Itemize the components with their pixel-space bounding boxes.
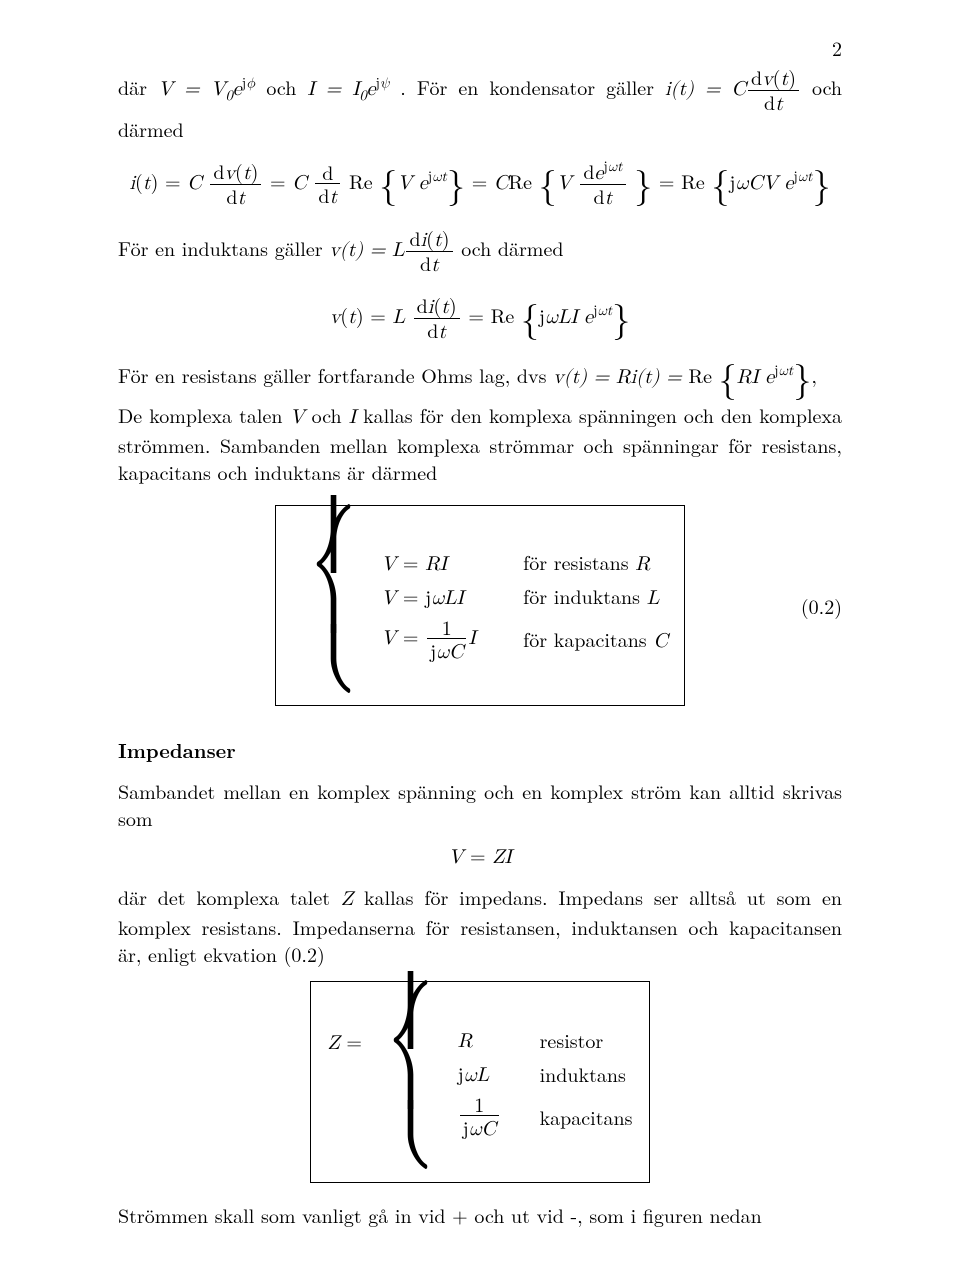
text: För en resistans gäller fortfarande Ohms…	[118, 360, 553, 389]
left-brace-icon: ⎧⎨⎩	[309, 516, 359, 695]
math-inline: I = I0ejψ	[307, 79, 389, 99]
paragraph-resistance: För en resistans gäller fortfarande Ohms…	[118, 361, 842, 391]
equation-boxed-z: Z = ⎧⎨⎩ Rresistor jωLinduktans 1jωCkapac…	[118, 981, 842, 1182]
paragraph-intro: där V = V0ejϕ och I = I0ejψ . För en kon…	[118, 66, 842, 142]
text: . För en kondensator gäller	[400, 72, 665, 101]
equation-display-vzi: V = ZI	[118, 841, 842, 871]
equation-number: (0.2)	[801, 592, 842, 619]
fraction: di(t)dt	[406, 227, 452, 276]
paragraph-inductance-intro: För en induktans gäller v(t) = Ldi(t)dt …	[118, 227, 842, 276]
fraction: dv(t)dt	[748, 66, 799, 115]
math-inline: v(t) = Ri(t) =	[553, 367, 688, 387]
text: och därmed	[461, 233, 563, 262]
equation-display-capacitor: i(t) = C dv(t)dt = C ddt Re {V ejωt} = C…	[118, 160, 842, 209]
page-number: 2	[832, 34, 842, 61]
equation-boxed-0-2: ⎧⎨⎩ V = RI för resistans R V = jωLI för …	[118, 505, 842, 706]
page: 2 där V = V0ejϕ och I = I0ejψ . För en k…	[0, 0, 960, 1284]
equation-box: Z = ⎧⎨⎩ Rresistor jωLinduktans 1jωCkapac…	[310, 981, 649, 1182]
text: kapacitans	[540, 1103, 633, 1130]
equation-display-inductor: v(t) = L di(t)dt = Re {jωLI ejωt}	[118, 294, 842, 343]
text: och	[266, 72, 307, 101]
text: För en induktans gäller	[118, 233, 329, 262]
equation-box: ⎧⎨⎩ V = RI för resistans R V = jωLI för …	[275, 505, 685, 706]
paragraph-current-direction: Strömmen skall som vanligt gå in vid + o…	[118, 1201, 842, 1228]
paragraph-impedance-intro: Sambandet mellan en komplex spänning och…	[118, 777, 842, 831]
text: resistor	[540, 1026, 604, 1053]
paragraph-complex-summary: De komplexa talen V och I kallas för den…	[118, 401, 842, 485]
math-inline: V = V0ejϕ	[158, 79, 255, 99]
text: för resistans R	[523, 548, 650, 578]
text: ,	[811, 360, 817, 389]
paragraph-impedance-explain: där det komplexa talet Z kallas för impe…	[118, 883, 842, 967]
math-inline: v(t) = L	[329, 240, 404, 260]
text: induktans	[540, 1060, 626, 1087]
left-brace-icon: ⎧⎨⎩	[385, 992, 435, 1171]
section-heading-impedanser: Impedanser	[118, 736, 842, 763]
math-inline: i(t) = C	[665, 79, 746, 99]
text: där	[118, 72, 158, 101]
